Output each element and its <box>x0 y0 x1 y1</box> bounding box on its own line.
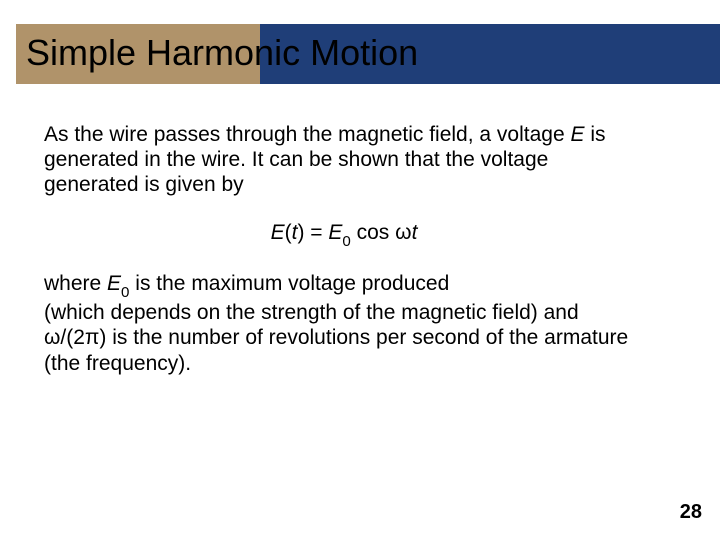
eq-E0-sub: 0 <box>342 233 350 250</box>
para2-text-d: /(2 <box>60 326 85 349</box>
para1-var-E: E <box>570 123 584 146</box>
para2-text-a: where <box>44 272 107 295</box>
eq-rparen-eq: ) = <box>297 221 328 244</box>
paragraph-1: As the wire passes through the magnetic … <box>44 122 644 198</box>
para2-text-b: is the maximum voltage produced <box>129 272 449 295</box>
para2-sub0: 0 <box>121 284 129 301</box>
eq-omega: ω <box>395 221 411 244</box>
para2-E: E <box>107 272 121 295</box>
equation: E(t) = E0 cos ωt <box>44 220 644 249</box>
para1-text-a: As the wire passes through the magnetic … <box>44 123 570 146</box>
eq-E: E <box>271 221 285 244</box>
content-area: As the wire passes through the magnetic … <box>44 122 644 376</box>
para2-text-c: (which depends on the strength of the ma… <box>44 301 579 324</box>
paragraph-2: where E0 is the maximum voltage produced… <box>44 271 644 376</box>
para2-pi: π <box>85 326 100 349</box>
para2-omega: ω <box>44 326 60 349</box>
eq-E0-E: E <box>328 221 342 244</box>
eq-lparen: ( <box>285 221 292 244</box>
title-band: Simple Harmonic Motion <box>0 24 720 84</box>
eq-cos: cos <box>351 221 395 244</box>
page-number: 28 <box>680 501 702 524</box>
eq-t2: t <box>412 221 418 244</box>
para2-text-e: ) is the number of revolutions per secon… <box>44 326 628 374</box>
slide-title: Simple Harmonic Motion <box>26 32 418 74</box>
